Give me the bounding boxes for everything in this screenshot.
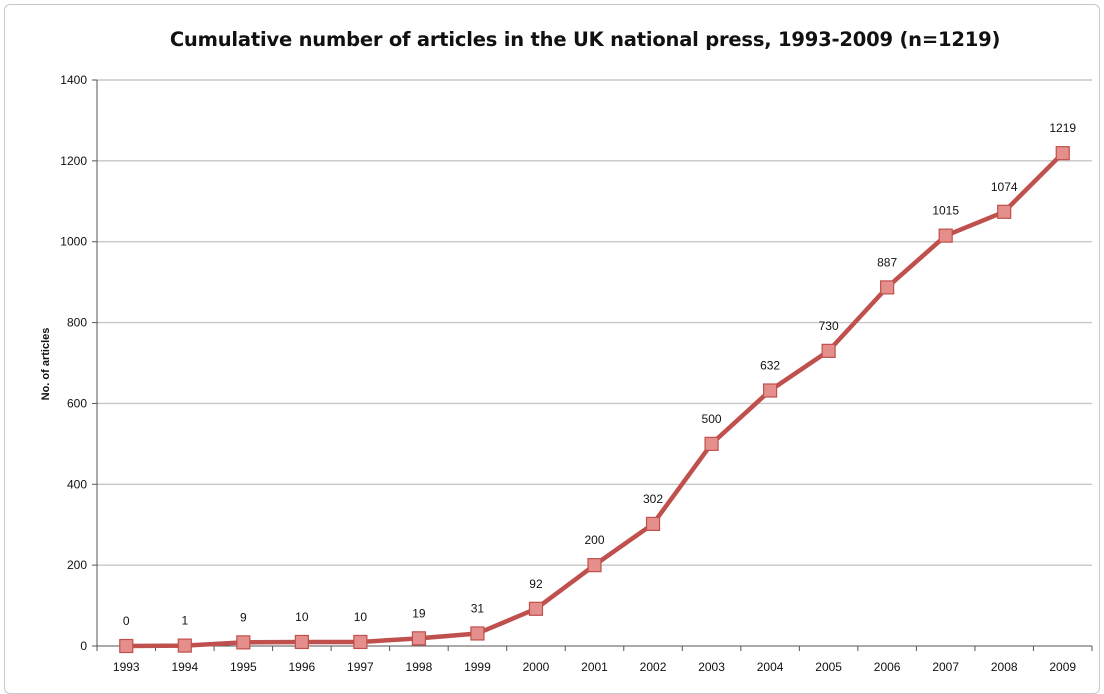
marker-2000 — [528, 601, 544, 616]
y-tick-label-1: 200 — [67, 558, 87, 572]
x-tick-label-2008: 2008 — [991, 660, 1018, 674]
chart-frame — [4, 4, 1100, 694]
marker-2007 — [938, 228, 953, 243]
data-label-2005: 730 — [819, 319, 839, 333]
x-tick-label-1996: 1996 — [289, 660, 316, 674]
marker-2003 — [704, 436, 719, 451]
marker-1998 — [411, 631, 427, 646]
marker-1999 — [470, 626, 485, 641]
x-tick-label-2000: 2000 — [523, 660, 550, 674]
y-tick-label-0: 0 — [80, 639, 87, 653]
y-tick-label-4: 800 — [67, 316, 87, 330]
data-label-2009: 1219 — [1049, 121, 1076, 135]
data-label-1993: 0 — [123, 614, 130, 628]
data-label-1998: 19 — [412, 606, 426, 620]
marker-1997 — [353, 634, 368, 650]
data-labels: 0 1 9 10 10 19 3192200302500632730887101510741… — [123, 121, 1076, 628]
x-tick-label-1999: 1999 — [464, 660, 491, 674]
axes — [92, 79, 1093, 651]
data-label-2006: 887 — [877, 255, 897, 269]
x-tick-label-2004: 2004 — [757, 660, 784, 674]
data-label-2003: 500 — [702, 412, 722, 426]
data-label-1999: 31 — [471, 601, 485, 615]
data-label-2002: 302 — [643, 492, 663, 506]
data-label-2000: 92 — [529, 577, 543, 591]
data-label-1997: 10 — [354, 610, 368, 624]
marker-2001 — [587, 558, 602, 573]
x-tick-label-2003: 2003 — [698, 660, 725, 674]
data-label-2008: 1074 — [991, 180, 1018, 194]
data-label-2004: 632 — [760, 358, 780, 372]
x-tick-label-2005: 2005 — [815, 660, 842, 674]
y-axis-label: No. of articles — [40, 328, 52, 401]
y-tick-label-3: 600 — [67, 396, 87, 410]
x-tick-label-2009: 2009 — [1049, 660, 1076, 674]
y-tick-label-2: 400 — [67, 477, 87, 491]
marker-2004 — [762, 383, 778, 398]
marker-2009 — [1055, 146, 1070, 161]
x-tick-label-2007: 2007 — [932, 660, 959, 674]
x-tick-label-1994: 1994 — [171, 660, 198, 674]
marker-1994 — [177, 638, 192, 653]
marker-2002 — [645, 516, 661, 532]
marker-2005 — [821, 343, 836, 358]
marker-1993 — [119, 638, 134, 654]
y-tick-label-5: 1000 — [60, 235, 87, 249]
x-tick-label-1993: 1993 — [113, 660, 140, 674]
x-tick-label-1995: 1995 — [230, 660, 257, 674]
x-tick-label-1997: 1997 — [347, 660, 374, 674]
gridlines — [97, 79, 1092, 566]
y-tick-label-7: 1400 — [60, 73, 87, 87]
x-tick-label-2001: 2001 — [581, 660, 608, 674]
x-tick-label-2006: 2006 — [874, 660, 901, 674]
y-tick-label-6: 1200 — [60, 154, 87, 168]
data-label-1994: 1 — [181, 614, 188, 628]
x-tick-label-1998: 1998 — [406, 660, 433, 674]
marker-1995 — [236, 635, 251, 650]
data-label-2007: 1015 — [932, 204, 959, 218]
chart-title: Cumulative number of articles in the UK … — [169, 28, 1001, 51]
x-tick-label-2002: 2002 — [640, 660, 667, 674]
data-label-1996: 10 — [295, 610, 309, 624]
x-tick-labels: 1993 1994 1995 1996 1997 1998 1999 2000 2001 2002… — [113, 660, 1076, 674]
data-markers — [119, 146, 1070, 654]
marker-2008 — [997, 204, 1012, 219]
y-tick-labels: 0 200 400 600 800 1000 1200 1400 — [60, 73, 87, 653]
marker-2006 — [880, 280, 895, 295]
data-label-2001: 200 — [584, 533, 604, 547]
marker-1996 — [294, 634, 309, 650]
data-label-1995: 9 — [240, 610, 247, 624]
